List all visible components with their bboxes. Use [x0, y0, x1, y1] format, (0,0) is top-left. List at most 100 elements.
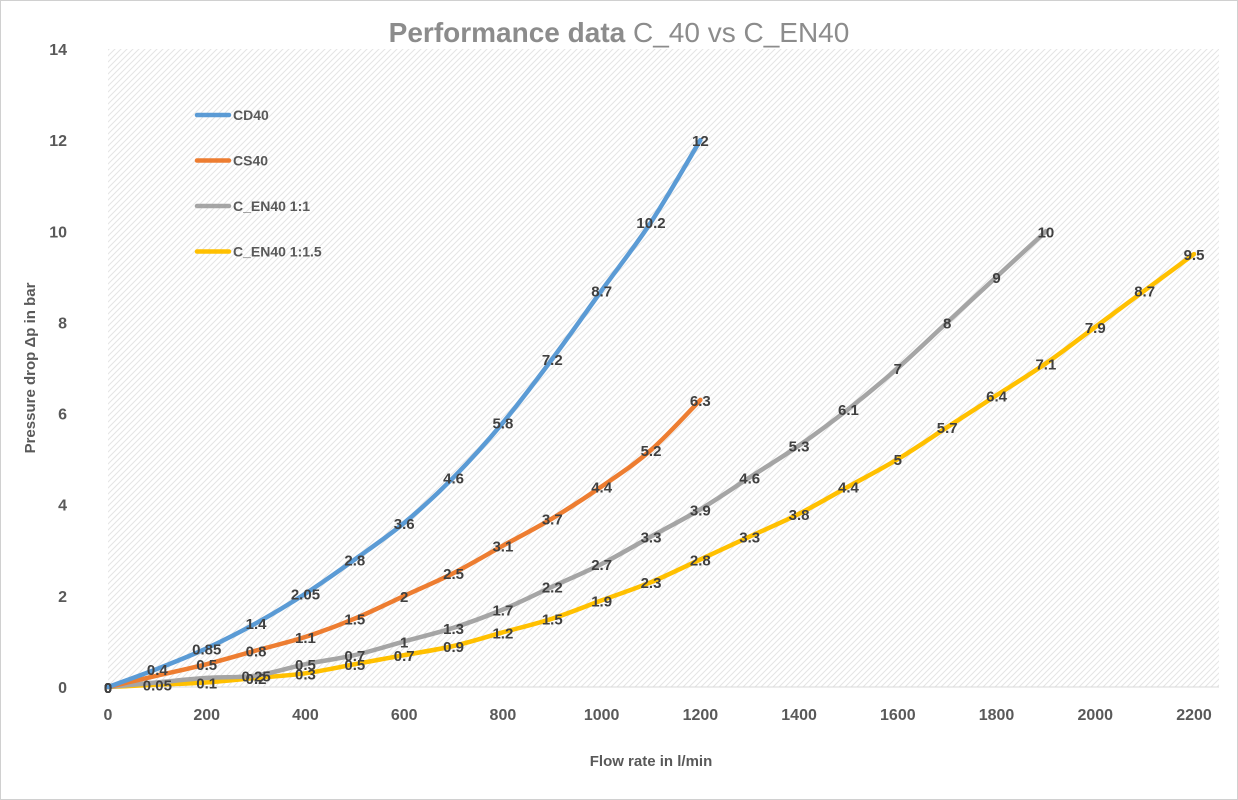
data-label: 0.5: [344, 657, 365, 674]
x-tick-label: 1400: [781, 707, 817, 724]
data-label: 3.1: [492, 539, 513, 556]
data-label: 1.5: [542, 612, 563, 629]
data-label: 0.7: [344, 648, 365, 665]
data-label: 2.5: [443, 566, 464, 583]
data-label: 2.7: [591, 557, 612, 574]
data-label: 7: [894, 361, 902, 378]
data-label: 6.4: [986, 388, 1008, 405]
series-line-c-en40-1-1: [105, 229, 1049, 690]
data-label: 1.5: [344, 612, 365, 629]
data-label: 2.3: [641, 575, 662, 592]
legend: CD40 CS40 C_EN40 1:1 C_EN40 1:1.5: [194, 107, 322, 260]
data-label: 0.2: [246, 671, 267, 688]
data-label: 5.8: [492, 416, 513, 433]
data-label: 2.8: [690, 552, 711, 569]
y-tick-label: 14: [49, 42, 67, 59]
data-label: 7.9: [1085, 320, 1106, 337]
data-label: 3.6: [394, 516, 415, 533]
data-label: 10.2: [636, 215, 665, 232]
x-axis-ticks: 0 200 400 600 800 1000 1200 1400 1600 1800 2000 220…: [104, 707, 1212, 724]
data-label: 5.2: [641, 443, 662, 460]
x-tick-label: 1600: [880, 707, 916, 724]
data-labels: 0 0.05 0.1 0.2 0.30.50.70.91.21.51.92.32.83.…: [104, 133, 1205, 697]
x-tick-label: 1000: [584, 707, 620, 724]
x-tick-label: 1200: [683, 707, 719, 724]
legend-label: C_EN40 1:1.5: [233, 244, 322, 260]
data-label: 3.8: [789, 507, 810, 524]
data-label: 4.4: [591, 479, 613, 496]
data-label: 7.1: [1035, 356, 1056, 373]
data-label: 1.9: [591, 593, 612, 610]
data-label: 6.3: [690, 393, 711, 410]
y-tick-label: 8: [58, 315, 67, 332]
chart-title-rest: C_40 vs C_EN40: [625, 17, 849, 48]
data-label: 5: [894, 452, 902, 469]
x-tick-label: 400: [292, 707, 319, 724]
x-axis-title: Flow rate in l/min: [590, 753, 713, 770]
data-label: 5.3: [789, 438, 810, 455]
data-label: 2.8: [344, 552, 365, 569]
y-tick-label: 4: [58, 498, 67, 515]
data-label: 4.6: [739, 470, 760, 487]
data-label: 8: [943, 315, 951, 332]
x-tick-label: 800: [490, 707, 517, 724]
data-label: 0.1: [196, 675, 217, 692]
legend-label: CD40: [233, 107, 269, 123]
data-label: 6.1: [838, 402, 859, 419]
data-label: 10: [1038, 224, 1055, 241]
data-label: 4.6: [443, 470, 464, 487]
series-line-c-en40-1-1-5: [105, 251, 1197, 690]
data-label: 3.3: [739, 530, 760, 547]
data-label: 0: [104, 680, 112, 697]
series-lines: [105, 137, 1197, 690]
y-tick-label: 0: [58, 680, 67, 697]
chart-title-bold: Performance data: [389, 17, 626, 48]
plot-area: [108, 49, 1219, 687]
data-label: 1.3: [443, 621, 464, 638]
data-label: 1.4: [246, 616, 268, 633]
y-tick-label: 2: [58, 589, 67, 606]
data-label: 0.85: [192, 641, 221, 658]
data-label: 0.4: [147, 662, 169, 679]
series-line-cs40: [105, 397, 703, 690]
legend-label: C_EN40 1:1: [233, 198, 310, 214]
data-label: 1.7: [492, 603, 513, 620]
data-label: 3.9: [690, 502, 711, 519]
data-label: 8.7: [1134, 284, 1155, 301]
data-label: 9: [992, 270, 1000, 287]
data-label: 0.5: [295, 657, 316, 674]
data-label: 1.1: [295, 630, 316, 647]
y-axis-ticks: 0 2 4 6 8 10 12 14: [49, 42, 67, 697]
data-label: 0: [104, 680, 112, 697]
x-tick-label: 600: [391, 707, 418, 724]
data-label: 0.7: [394, 648, 415, 665]
y-axis-title: Pressure drop Δp in bar: [22, 282, 39, 453]
x-tick-label: 2000: [1077, 707, 1113, 724]
data-label: 0: [104, 680, 112, 697]
data-label: 0.8: [246, 644, 267, 661]
data-label: 0.3: [295, 666, 316, 683]
y-tick-label: 10: [49, 224, 67, 241]
data-label: 7.2: [542, 352, 563, 369]
data-label: 1.2: [492, 625, 513, 642]
y-tick-label: 6: [58, 407, 67, 424]
legend-label: CS40: [233, 153, 268, 169]
data-label: 2: [400, 589, 408, 606]
data-label: 0.05: [143, 678, 172, 695]
x-tick-label: 200: [193, 707, 220, 724]
data-label: 0.25: [241, 669, 270, 686]
chart-title: Performance data C_40 vs C_EN40: [389, 17, 850, 48]
data-label: 4.4: [838, 479, 860, 496]
data-label: 0.5: [196, 657, 217, 674]
data-label: 3.3: [641, 530, 662, 547]
series-line-cd40: [105, 137, 703, 690]
data-label: 0.9: [443, 639, 464, 656]
x-tick-label: 1800: [979, 707, 1015, 724]
data-label: 12: [692, 133, 709, 150]
data-label: 3.7: [542, 511, 563, 528]
data-label: 1: [400, 634, 408, 651]
y-tick-label: 12: [49, 133, 67, 150]
x-tick-label: 2200: [1176, 707, 1212, 724]
data-label: 2.05: [291, 587, 320, 604]
